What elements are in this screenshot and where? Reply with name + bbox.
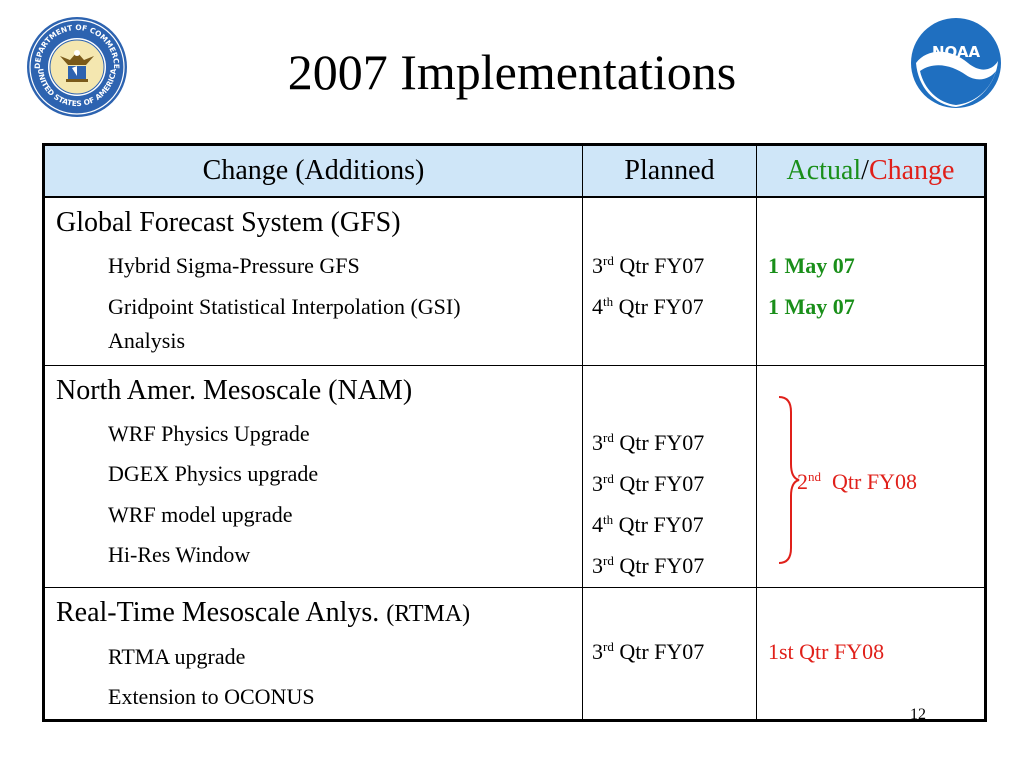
table-row-nam: North Amer. Mesoscale (NAM) WRF Physics … <box>43 364 986 588</box>
item-rtma-upgrade: RTMA upgrade <box>108 643 246 669</box>
item-hi-res-window: Hi-Res Window <box>108 541 251 567</box>
item-wrf-model: WRF model upgrade <box>108 501 293 527</box>
gfs-actual-2: 1 May 07 <box>768 294 855 319</box>
brace-icon <box>778 395 800 564</box>
implementations-table: Change (Additions) Planned Actual/Change… <box>42 143 987 722</box>
rtma-change-cell: Real-Time Mesoscale Anlys. (RTMA) RTMA u… <box>43 586 583 721</box>
item-extension-oconus: Extension to OCONUS <box>108 683 315 709</box>
table-row-rtma: Real-Time Mesoscale Anlys. (RTMA) RTMA u… <box>43 586 986 721</box>
nam-planned-3: 4th Qtr FY07 <box>592 511 704 537</box>
nam-planned-cell: 3rd Qtr FY07 3rd Qtr FY07 4th Qtr FY07 3… <box>582 364 757 588</box>
section-title-gfs: Global Forecast System (GFS) <box>56 207 401 238</box>
gfs-planned-1: 3rd Qtr FY07 <box>592 253 705 278</box>
nam-change-value: 2nd Qtr FY08 <box>797 468 917 494</box>
rtma-planned: 3rd Qtr FY07 <box>592 638 705 664</box>
rtma-planned-cell: 3rd Qtr FY07 <box>582 586 757 721</box>
header-actual-change: Actual/Change <box>756 144 986 198</box>
rtma-change-value: 1st Qtr FY08 <box>768 638 885 664</box>
nam-planned-4: 3rd Qtr FY07 <box>592 552 705 578</box>
header-change-additions: Change (Additions) <box>43 144 583 198</box>
nam-planned-2: 3rd Qtr FY07 <box>592 470 705 496</box>
section-title-nam: North Amer. Mesoscale (NAM) <box>56 374 413 406</box>
item-dgex-physics: DGEX Physics upgrade <box>108 460 319 486</box>
gfs-planned-2: 4th Qtr FY07 <box>592 294 704 319</box>
nam-planned-1: 3rd Qtr FY07 <box>592 429 705 455</box>
section-title-rtma: Real-Time Mesoscale Anlys. (RTMA) <box>56 596 471 628</box>
noaa-logo-icon: NOAA <box>911 18 1001 108</box>
page-number: 12 <box>910 706 926 723</box>
department-of-commerce-seal-icon: DEPARTMENT OF COMMERCE UNITED STATES OF … <box>27 17 127 117</box>
item-gsi-line1: Gridpoint Statistical Interpolation (GSI… <box>108 294 461 319</box>
item-hybrid-sigma: Hybrid Sigma-Pressure GFS <box>108 253 360 278</box>
nam-change-cell: North Amer. Mesoscale (NAM) WRF Physics … <box>43 364 583 588</box>
table-row-gfs: Global Forecast System (GFS) Hybrid Sigm… <box>43 196 986 366</box>
header-planned: Planned <box>582 144 757 198</box>
item-wrf-physics: WRF Physics Upgrade <box>108 420 310 446</box>
nam-actual-cell: 2nd Qtr FY08 <box>756 364 986 588</box>
item-gsi-line2: Analysis <box>108 328 185 353</box>
svg-text:NOAA: NOAA <box>932 43 981 61</box>
slide-title: 2007 Implementations <box>287 44 737 100</box>
gfs-planned-cell: 3rd Qtr FY07 4th Qtr FY07 <box>582 196 757 366</box>
rtma-actual-cell: 1st Qtr FY08 <box>756 586 986 721</box>
gfs-actual-cell: 1 May 07 1 May 07 <box>756 196 986 366</box>
gfs-change-cell: Global Forecast System (GFS) Hybrid Sigm… <box>43 196 583 366</box>
gfs-actual-1: 1 May 07 <box>768 253 855 278</box>
